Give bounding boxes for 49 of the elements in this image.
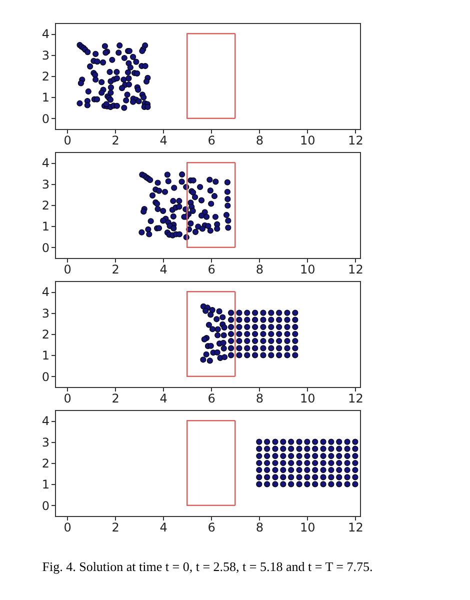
x-tick-label: 12 [348, 520, 364, 534]
y-tick-label: 0 [42, 112, 50, 126]
y-tick-label: 4 [42, 285, 50, 300]
x-tick-label: 0 [64, 520, 72, 534]
y-tick-label: 3 [42, 48, 50, 62]
x-tick-label: 10 [300, 134, 316, 148]
x-tick-label: 0 [64, 392, 72, 406]
y-tick-label: 4 [42, 27, 50, 42]
x-tick-label: 2 [112, 134, 120, 148]
y-tick-label: 2 [42, 198, 50, 212]
y-tick-label: 3 [42, 177, 50, 192]
y-tick-label: 0 [42, 240, 50, 255]
x-tick-label: 0 [64, 134, 72, 148]
x-tick-label: 10 [300, 392, 316, 406]
x-tick-label: 12 [348, 392, 364, 406]
x-tick-label: 8 [256, 134, 264, 148]
x-tick-label: 2 [112, 520, 120, 534]
x-tick-label: 2 [112, 262, 120, 276]
x-tick-label: 6 [208, 262, 216, 276]
y-tick-label: 4 [42, 156, 50, 170]
x-tick-label: 12 [348, 262, 364, 276]
y-tick-label: 4 [42, 414, 50, 428]
x-tick-label: 0 [64, 262, 72, 276]
x-tick-label: 2 [112, 392, 120, 406]
x-tick-label: 4 [160, 134, 168, 148]
x-tick-label: 4 [160, 392, 168, 406]
x-tick-label: 4 [160, 262, 168, 276]
x-tick-label: 12 [348, 134, 364, 148]
y-tick-label: 2 [42, 328, 50, 342]
x-tick-label: 8 [256, 520, 264, 534]
x-tick-label: 8 [256, 392, 264, 406]
x-tick-label: 10 [300, 520, 316, 534]
y-tick-label: 0 [42, 498, 50, 513]
y-tick-label: 0 [42, 370, 50, 384]
caption: Fig. 4. Solution at time t = 0, t = 2.58, t = 5.18 and t = T = 7.75. [42, 559, 373, 574]
y-tick-label: 1 [42, 348, 50, 363]
x-tick-label: 6 [208, 134, 216, 148]
y-tick-label: 2 [42, 70, 50, 84]
y-tick-label: 2 [42, 456, 50, 470]
x-tick-label: 8 [256, 262, 264, 276]
y-tick-label: 3 [42, 306, 50, 320]
x-tick-label: 6 [208, 392, 216, 406]
y-tick-label: 1 [42, 90, 50, 105]
x-tick-label: 10 [300, 262, 316, 276]
x-tick-label: 6 [208, 520, 216, 534]
y-tick-label: 1 [42, 220, 50, 234]
y-tick-label: 1 [42, 478, 50, 492]
x-tick-label: 4 [160, 520, 168, 534]
y-tick-label: 3 [42, 435, 50, 450]
